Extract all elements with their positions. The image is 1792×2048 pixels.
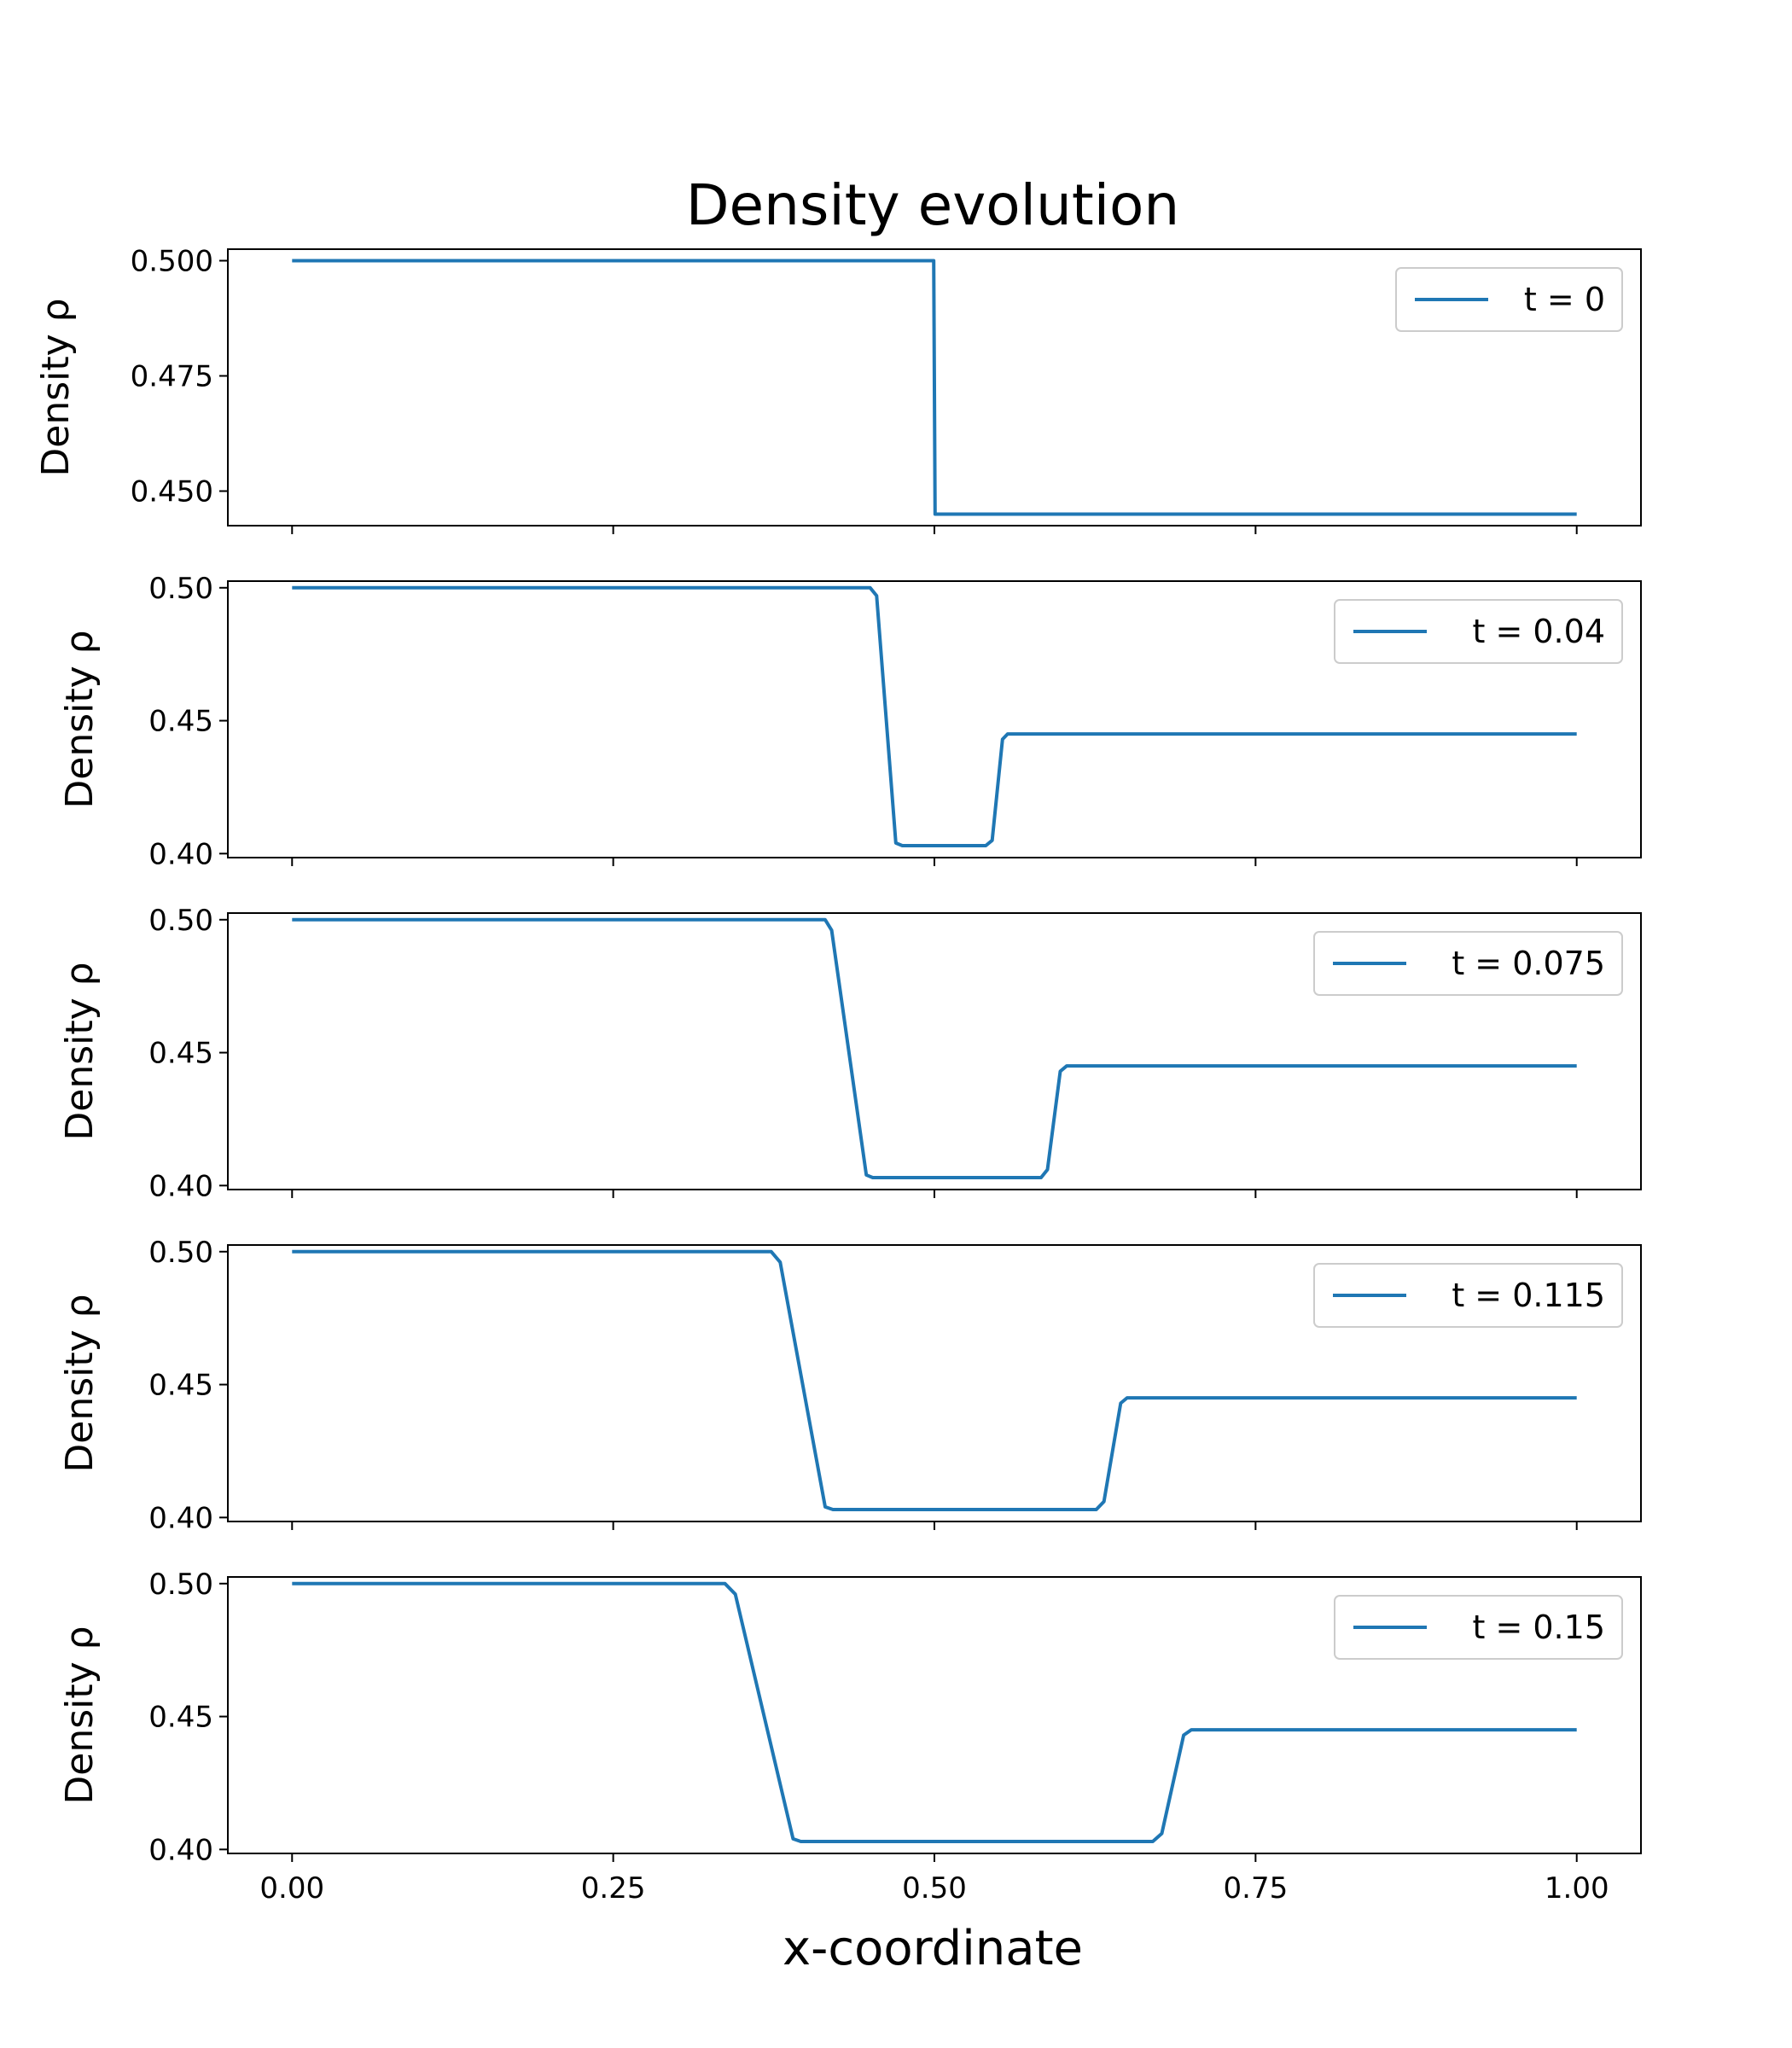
y-tick-label: 0.45 bbox=[148, 1701, 213, 1735]
y-tick-label: 0.50 bbox=[148, 572, 213, 606]
y-tick-label: 0.45 bbox=[148, 1369, 213, 1403]
x-tick-label: 0.75 bbox=[1224, 1871, 1289, 1905]
subplot-1: 0.450 0.475 0.500 Density ρ t = 0 bbox=[34, 245, 1642, 534]
legend: t = 0.075 bbox=[1313, 931, 1623, 996]
legend-label: t = 0.075 bbox=[1452, 945, 1605, 982]
density-line bbox=[292, 1581, 1577, 1843]
y-tick-label: 0.40 bbox=[148, 1501, 213, 1535]
legend-label: t = 0.04 bbox=[1472, 613, 1605, 650]
legend-box bbox=[1313, 931, 1623, 996]
legend: t = 0.115 bbox=[1313, 1263, 1623, 1328]
y-axis-label: Density ρ bbox=[58, 630, 102, 808]
legend: t = 0.15 bbox=[1334, 1595, 1623, 1660]
legend: t = 0 bbox=[1395, 267, 1623, 332]
subplot-3: 0.40 0.45 0.50 Density ρ t = 0.075 bbox=[58, 904, 1642, 1203]
subplot-2: 0.40 0.45 0.50 Density ρ t = 0.04 bbox=[58, 572, 1642, 871]
legend-label: t = 0 bbox=[1524, 281, 1605, 318]
legend-box bbox=[1313, 1263, 1623, 1328]
x-tick-label: 0.25 bbox=[581, 1871, 646, 1905]
legend-box bbox=[1334, 599, 1623, 664]
x-axis-label: x-coordinate bbox=[783, 1921, 1083, 1976]
subplot-4: 0.40 0.45 0.50 Density ρ t = 0.115 bbox=[58, 1236, 1642, 1535]
density-line bbox=[292, 1249, 1577, 1511]
legend: t = 0.04 bbox=[1334, 599, 1623, 664]
density-line bbox=[292, 585, 1577, 847]
y-axis-label: Density ρ bbox=[58, 1294, 102, 1472]
y-axis-label: Density ρ bbox=[58, 1626, 102, 1804]
y-tick-label: 0.50 bbox=[148, 1236, 213, 1270]
y-tick-label: 0.50 bbox=[148, 904, 213, 938]
y-tick-label: 0.475 bbox=[131, 360, 213, 394]
y-tick-label: 0.450 bbox=[131, 475, 213, 509]
chart-title: Density evolution bbox=[686, 172, 1180, 238]
legend-label: t = 0.115 bbox=[1452, 1277, 1605, 1314]
y-tick-label: 0.40 bbox=[148, 837, 213, 871]
x-tick-label: 0.00 bbox=[259, 1871, 324, 1905]
x-tick-label: 1.00 bbox=[1545, 1871, 1609, 1905]
subplot-5: 0.40 0.45 0.50 0.00 0.25 0.50 0.75 1.00 Density … bbox=[58, 1568, 1642, 1905]
y-tick-label: 0.500 bbox=[131, 245, 213, 279]
density-line bbox=[292, 259, 1577, 516]
y-tick-label: 0.50 bbox=[148, 1568, 213, 1602]
legend-label: t = 0.15 bbox=[1472, 1609, 1605, 1646]
subplot-panels: 0.450 0.475 0.500 Density ρ t = 0 0.40 0.45 0.5… bbox=[34, 245, 1642, 1905]
x-tick-label: 0.50 bbox=[902, 1871, 967, 1905]
y-axis-label: Density ρ bbox=[34, 298, 78, 476]
y-tick-label: 0.45 bbox=[148, 1037, 213, 1071]
y-axis-label: Density ρ bbox=[58, 962, 102, 1140]
y-tick-label: 0.40 bbox=[148, 1833, 213, 1867]
legend-box bbox=[1334, 1595, 1623, 1660]
legend-box bbox=[1395, 267, 1623, 332]
density-line bbox=[292, 917, 1577, 1179]
y-tick-label: 0.40 bbox=[148, 1169, 213, 1203]
y-tick-label: 0.45 bbox=[148, 705, 213, 739]
